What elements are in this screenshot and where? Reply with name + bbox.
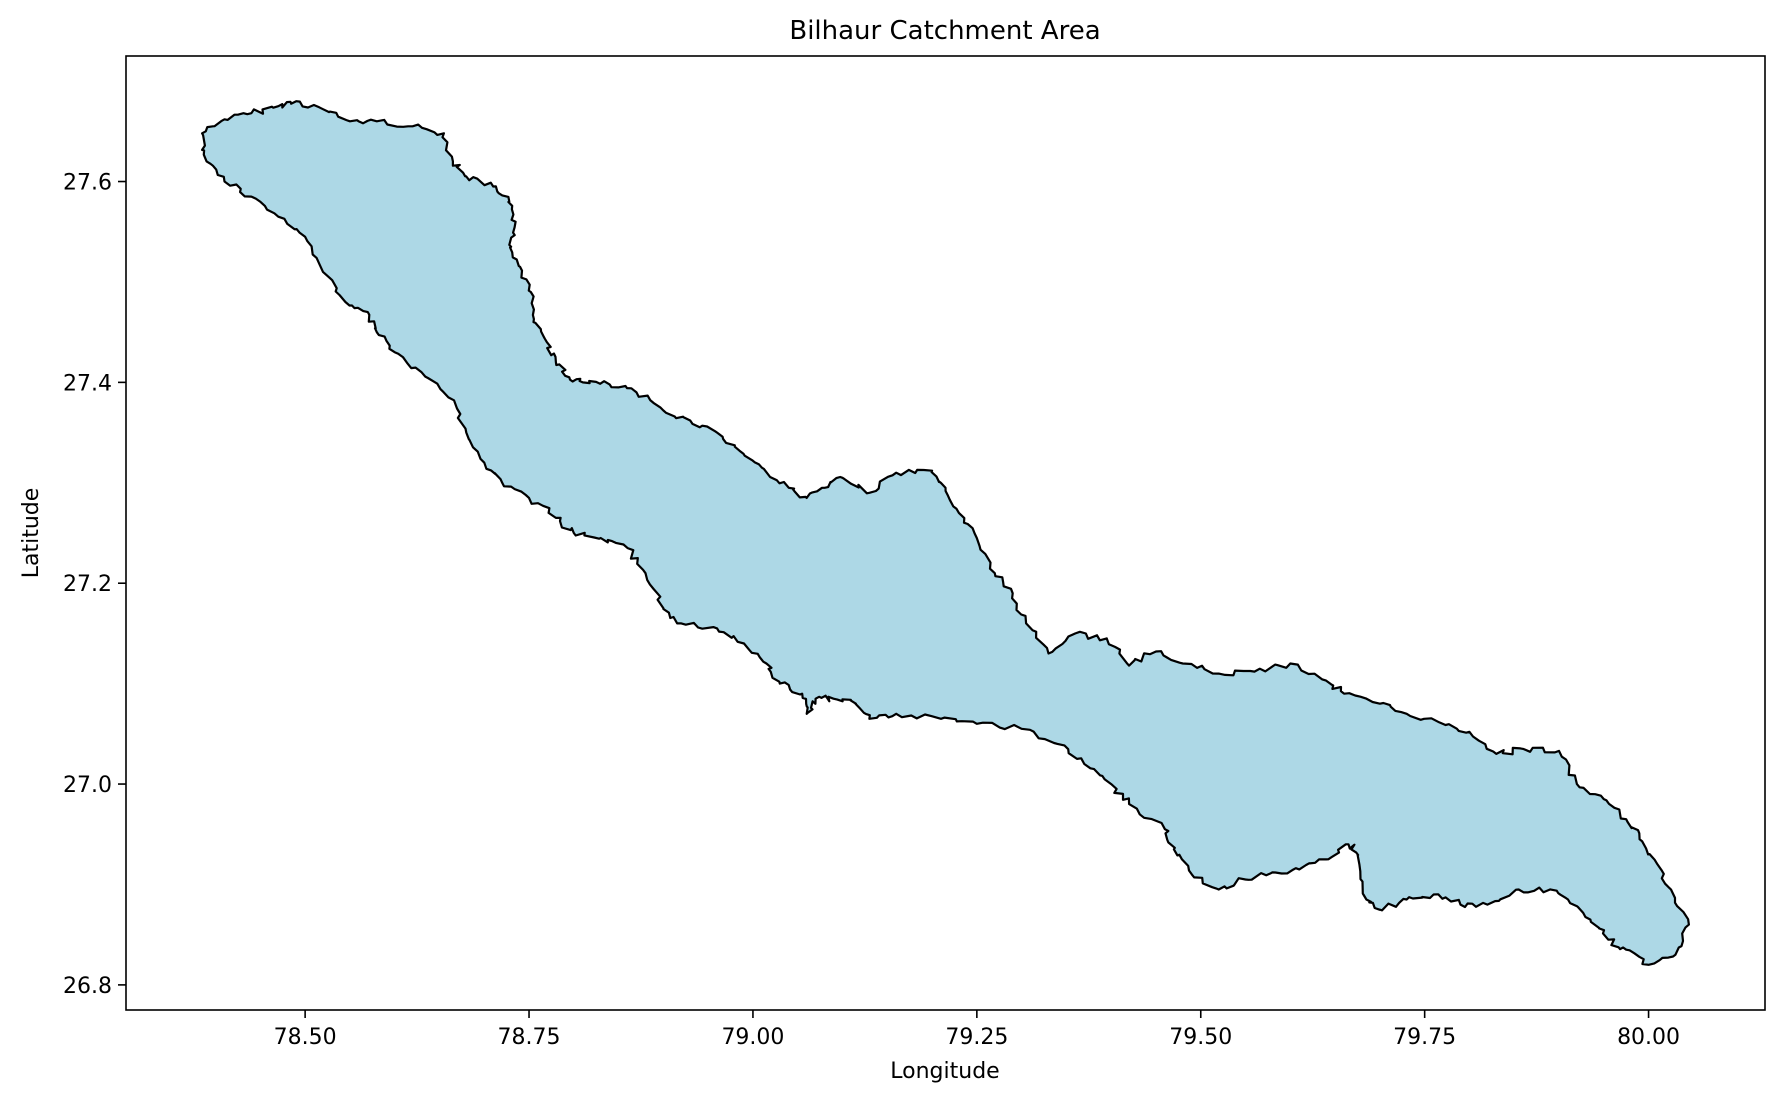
x-tick-label: 78.50	[274, 1025, 337, 1050]
y-axis: 26.8 27.0 27.2 27.4 27.6	[63, 171, 126, 999]
x-axis-label: Longitude	[890, 1059, 999, 1084]
x-axis: 78.50 78.75 79.00 79.25 79.50 79.75 80.00	[274, 1010, 1680, 1050]
plot-area	[125, 55, 1766, 1011]
x-tick-label: 79.25	[945, 1025, 1008, 1050]
x-tick-label: 79.50	[1169, 1025, 1232, 1050]
chart-title: Bilhaur Catchment Area	[789, 16, 1100, 46]
catchment-polygon	[201, 100, 1690, 966]
y-tick-label: 26.8	[63, 974, 112, 999]
x-tick-label: 78.75	[498, 1025, 561, 1050]
x-tick-label: 79.00	[721, 1025, 784, 1050]
y-tick-label: 27.4	[63, 371, 112, 396]
y-axis-label: Latitude	[19, 488, 44, 579]
axes-frame	[125, 55, 1766, 1011]
y-tick-label: 27.6	[63, 171, 112, 196]
x-tick-label: 79.75	[1393, 1025, 1456, 1050]
y-tick-label: 27.0	[63, 773, 112, 798]
x-tick-label: 80.00	[1617, 1025, 1680, 1050]
y-tick-label: 27.2	[63, 572, 112, 597]
